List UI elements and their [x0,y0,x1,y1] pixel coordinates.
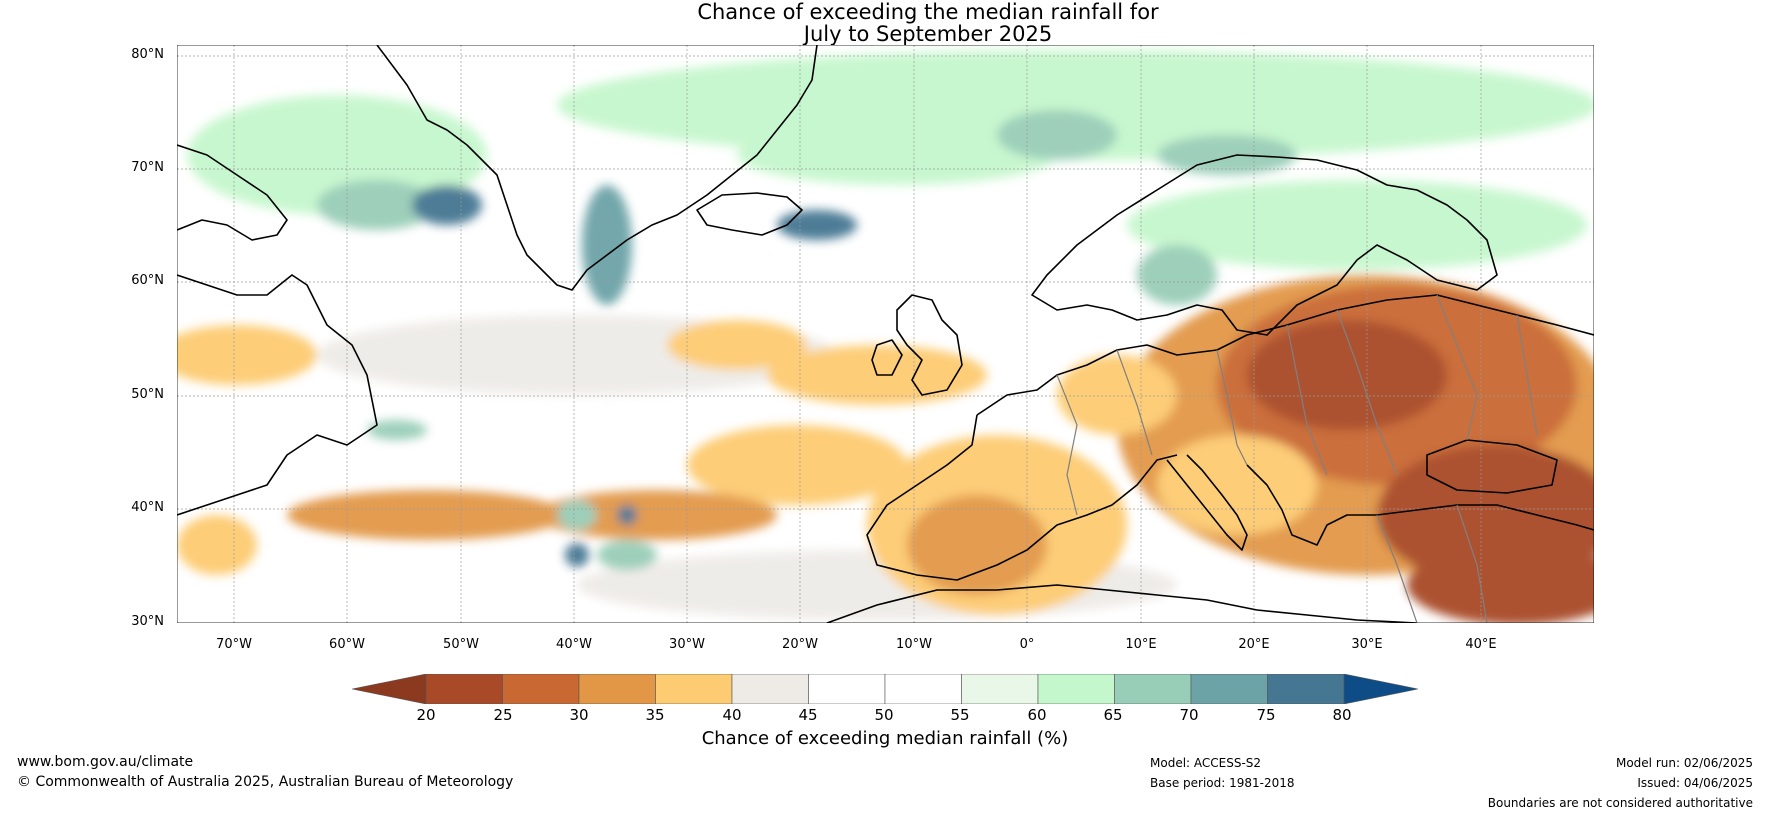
colorbar-tick-40: 40 [722,706,742,724]
colorbar-segment-50-55 [884,674,962,704]
lon-label-50w: 50°W [443,637,479,652]
colorbar [352,674,1418,704]
lat-label-60n: 60°N [131,273,164,288]
lon-label-70w: 70°W [216,637,252,652]
lat-label-30n: 30°N [131,614,164,629]
lat-label-50n: 50°N [131,387,164,402]
colorbar-tick-45: 45 [798,706,818,724]
colorbar-segment-75-80 [1267,674,1345,704]
colorbar-tick-35: 35 [645,706,665,724]
lon-label-30e: 30°E [1351,637,1383,652]
lat-label-40n: 40°N [131,500,164,515]
lon-label-10w: 10°W [896,637,932,652]
lon-label-30w: 30°W [669,637,705,652]
colorbar-tick-70: 70 [1179,706,1199,724]
lon-label-60w: 60°W [329,637,365,652]
colorbar-label: Chance of exceeding median rainfall (%) [701,728,1069,749]
probability-map [177,45,1594,623]
colorbar-segment-70-75 [1190,674,1268,704]
colorbar-tick-30: 30 [569,706,589,724]
map-title-line2: July to September 2025 [803,22,1053,46]
country-borders [1056,294,1538,623]
lat-label-80n: 80°N [131,47,164,62]
map-title-line1: Chance of exceeding the median rainfall … [697,0,1159,24]
colorbar-segment-45-50 [808,674,886,704]
colorbar-segment-25-30 [502,674,580,704]
colorbar-segment-40-45 [731,674,809,704]
model-name: Model: ACCESS-S2 [1150,756,1262,770]
colorbar-segment-65-70 [1114,674,1192,704]
colorbar-tick-20: 20 [416,706,436,724]
colorbar-segment-55-60 [961,674,1039,704]
colorbar-tick-65: 65 [1103,706,1123,724]
colorbar-under-arrow [352,674,427,704]
colorbar-segment-30-35 [578,674,656,704]
coastlines [177,45,1594,623]
issued-date: Issued: 04/06/2025 [1637,776,1753,790]
lon-label-20e: 20°E [1238,637,1270,652]
colorbar-over-arrow [1343,674,1418,704]
lon-label-40w: 40°W [556,637,592,652]
colorbar-tick-80: 80 [1332,706,1352,724]
colorbar-tick-60: 60 [1027,706,1047,724]
colorbar-tick-55: 55 [950,706,970,724]
lon-label-20w: 20°W [782,637,818,652]
colorbar-tick-50: 50 [874,706,894,724]
colorbar-tick-75: 75 [1256,706,1276,724]
lon-label-40e: 40°E [1465,637,1497,652]
base-period: Base period: 1981-2018 [1150,776,1295,790]
website-link[interactable]: www.bom.gov.au/climate [17,754,194,770]
lat-label-70n: 70°N [131,160,164,175]
colorbar-tick-25: 25 [493,706,513,724]
boundary-disclaimer: Boundaries are not considered authoritat… [1487,796,1753,810]
copyright-text: © Commonwealth of Australia 2025, Austra… [17,774,514,790]
lon-label-0: 0° [1019,637,1035,652]
colorbar-segment-35-40 [655,674,733,704]
graticule [177,45,1594,623]
colorbar-segment-60-65 [1037,674,1115,704]
colorbar-segment-20-25 [425,674,503,704]
lon-label-10e: 10°E [1125,637,1157,652]
model-run-date: Model run: 02/06/2025 [1615,756,1753,770]
